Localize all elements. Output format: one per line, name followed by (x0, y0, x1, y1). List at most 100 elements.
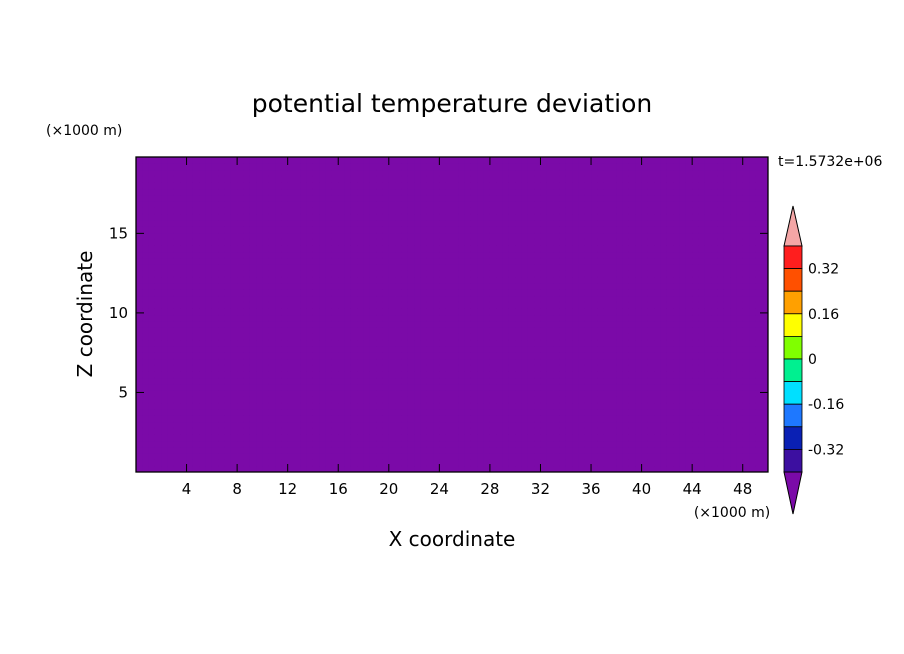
contour-cell (572, 220, 579, 227)
contour-cell (730, 352, 737, 360)
contour-cell (692, 377, 700, 385)
contour-cell (572, 238, 579, 246)
contour-cell (553, 421, 561, 429)
contour-cell (565, 333, 573, 341)
contour-cell (262, 232, 270, 240)
contour-cell (275, 314, 282, 322)
contour-cell (641, 364, 649, 372)
contour-cell (515, 220, 523, 227)
contour-cell (388, 371, 396, 379)
contour-cell (452, 390, 459, 397)
contour-cell (439, 245, 447, 253)
contour-cell (414, 402, 421, 410)
contour-cell (312, 440, 320, 448)
contour-cell (275, 421, 282, 429)
contour-cell (458, 308, 466, 316)
contour-cell (711, 377, 719, 385)
contour-cell (572, 402, 579, 410)
contour-cell (433, 427, 440, 435)
contour-cell (312, 371, 320, 379)
contour-cell (660, 163, 668, 171)
contour-cell (224, 276, 232, 284)
contour-cell (388, 232, 396, 240)
contour-cell (445, 257, 453, 265)
contour-cell (464, 295, 472, 303)
contour-cell (584, 396, 592, 404)
contour-cell (275, 251, 282, 259)
contour-cell (527, 188, 535, 196)
contour-cell (312, 276, 320, 284)
contour-cell (452, 270, 459, 278)
contour-cell (673, 358, 681, 366)
contour-cell (622, 207, 630, 215)
contour-cell (761, 333, 768, 341)
contour-cell (142, 327, 150, 334)
contour-cell (268, 339, 276, 347)
contour-cell (572, 264, 579, 271)
contour-cell (540, 364, 548, 372)
contour-cell (167, 226, 175, 234)
contour-cell (382, 175, 390, 183)
contour-cell (256, 194, 263, 202)
contour-cell (319, 257, 327, 265)
contour-cell (382, 383, 390, 391)
contour-cell (161, 396, 169, 404)
contour-cell (300, 201, 308, 208)
contour-cell (325, 213, 333, 221)
contour-cell (338, 251, 346, 259)
contour-cell (755, 402, 763, 410)
contour-cell (749, 264, 756, 271)
contour-cell (331, 421, 339, 429)
contour-cell (445, 238, 453, 246)
contour-cell (439, 333, 447, 341)
contour-cell (331, 339, 339, 347)
contour-cell (414, 257, 421, 265)
contour-cell (527, 314, 535, 322)
contour-cell (357, 434, 365, 442)
contour-cell (704, 201, 712, 208)
contour-cell (584, 175, 592, 183)
contour-cell (742, 402, 750, 410)
contour-cell (635, 352, 643, 360)
contour-cell (338, 308, 346, 316)
contour-cell (306, 301, 314, 309)
contour-cell (401, 396, 409, 404)
contour-cell (489, 251, 497, 259)
contour-cell (470, 402, 478, 410)
contour-cell (711, 390, 719, 397)
contour-cell (761, 409, 768, 416)
contour-cell (666, 245, 674, 253)
contour-cell (508, 276, 516, 284)
contour-cell (256, 175, 263, 183)
contour-cell (660, 213, 668, 221)
contour-cell (622, 333, 630, 341)
contour-cell (357, 182, 365, 190)
contour-cell (211, 157, 219, 164)
contour-cell (477, 270, 485, 278)
contour-cell (704, 238, 712, 246)
contour-cell (306, 409, 314, 416)
contour-cell (666, 402, 674, 410)
contour-cell (192, 283, 200, 290)
contour-cell (173, 427, 181, 435)
contour-cell (692, 207, 700, 215)
contour-cell (736, 295, 744, 303)
contour-cell (294, 333, 301, 341)
contour-cell (218, 314, 226, 322)
contour-cell (654, 226, 662, 234)
contour-cell (161, 371, 169, 379)
contour-cell (439, 283, 447, 290)
contour-cell (338, 396, 346, 404)
contour-cell (192, 245, 200, 253)
contour-cell (508, 257, 516, 265)
contour-cell (717, 163, 725, 171)
contour-cell (414, 415, 421, 423)
contour-cell (224, 201, 232, 208)
contour-cell (470, 220, 478, 227)
contour-cell (584, 207, 592, 215)
contour-cell (300, 459, 308, 467)
contour-cell (546, 453, 554, 460)
contour-cell (628, 175, 636, 183)
contour-cell (483, 465, 491, 472)
contour-cell (654, 390, 662, 397)
